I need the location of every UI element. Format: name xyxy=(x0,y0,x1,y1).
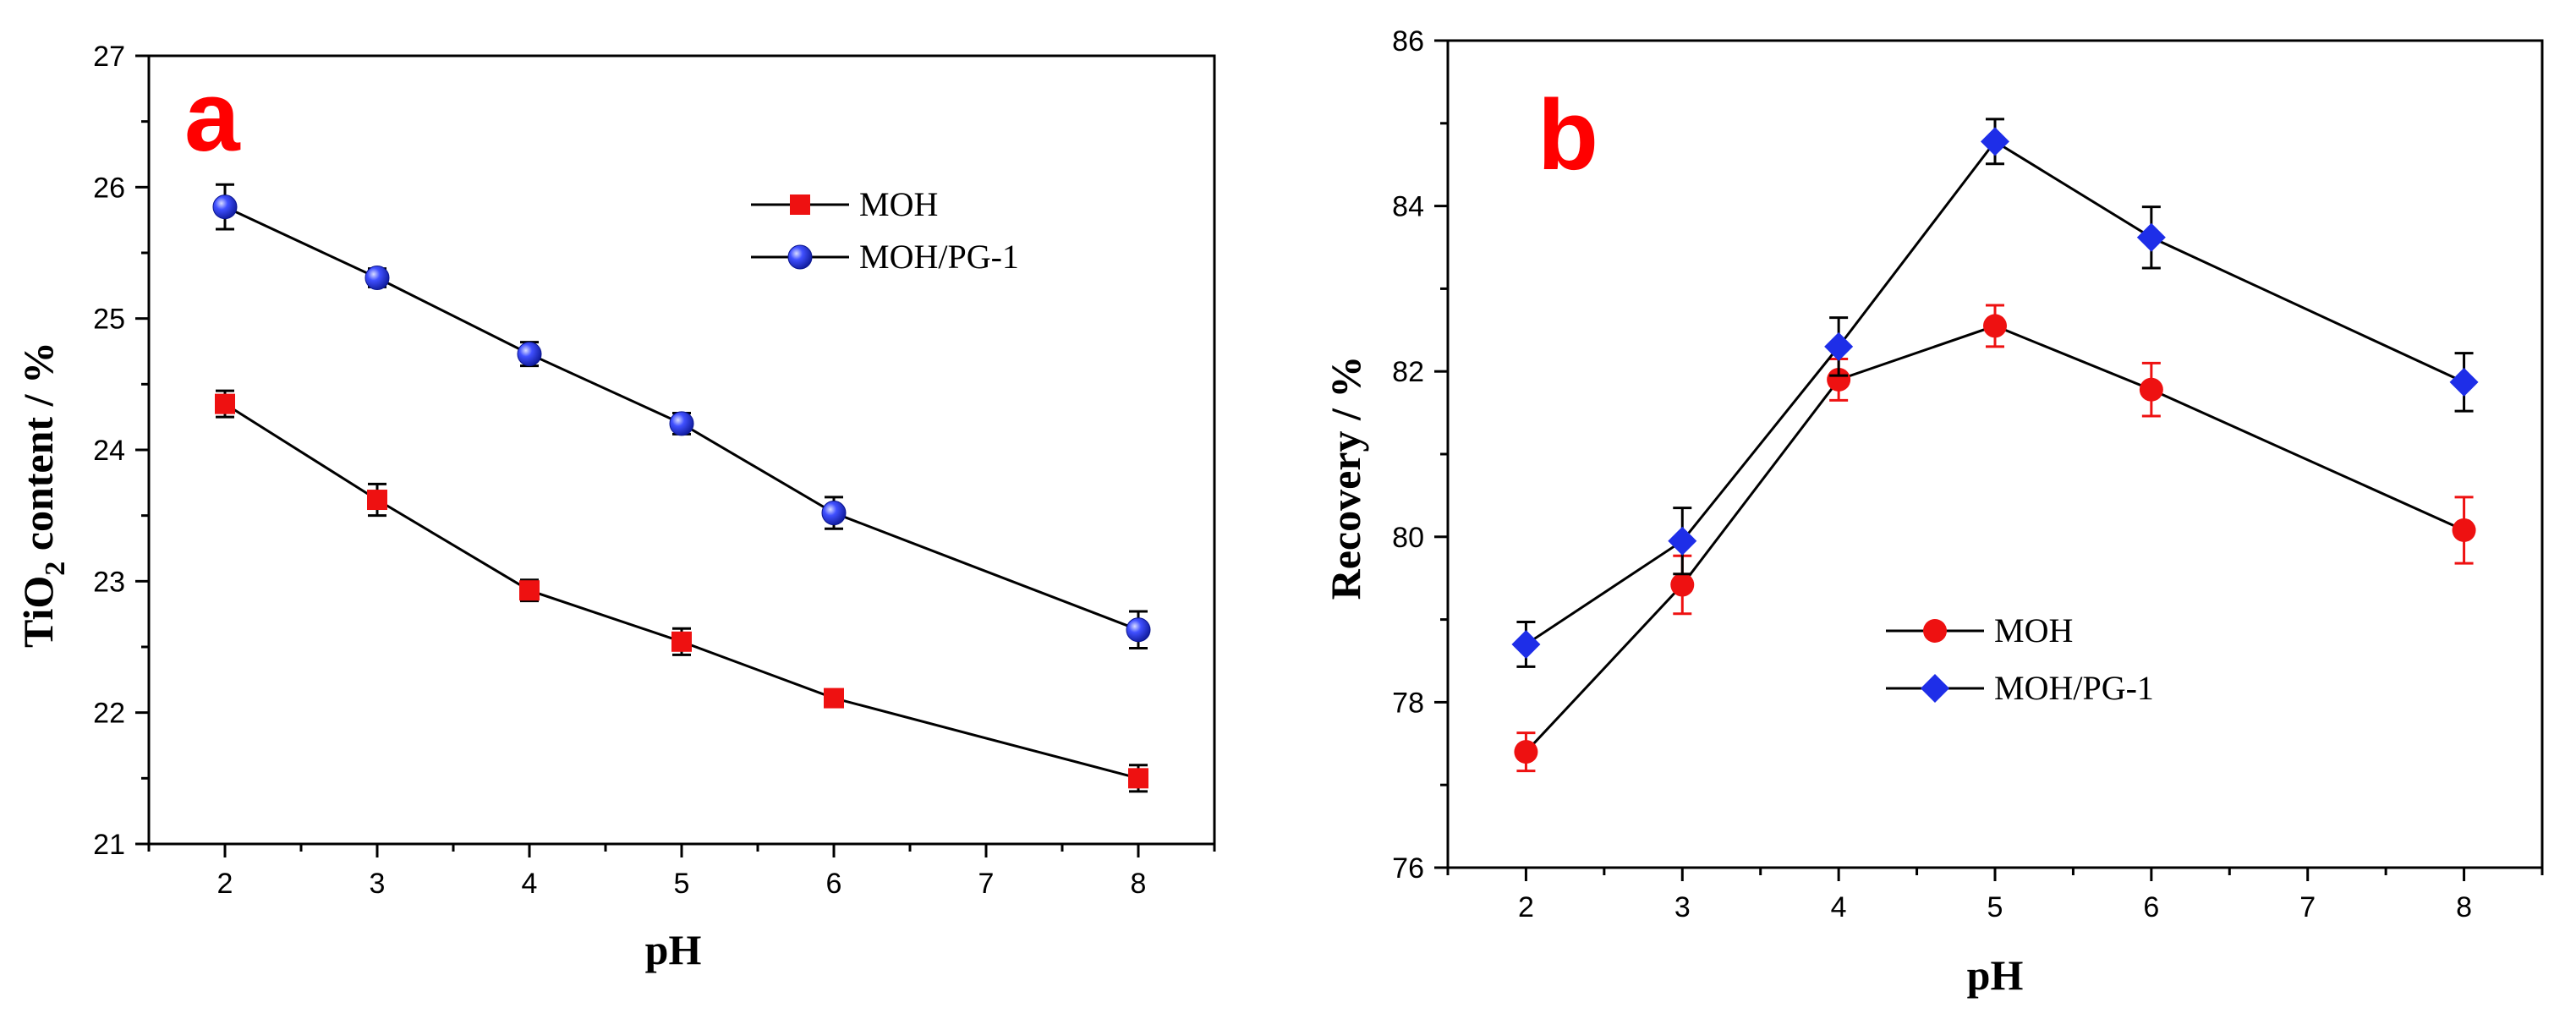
y-tick-label: 76 xyxy=(1392,852,1424,885)
x-tick-label: 5 xyxy=(1987,891,2003,923)
data-point xyxy=(1824,331,1854,361)
y-tick-label: 26 xyxy=(93,172,125,204)
x-tick-label: 7 xyxy=(978,868,995,900)
data-point xyxy=(2136,222,2166,252)
data-point xyxy=(1128,768,1148,789)
data-point xyxy=(1983,314,2007,338)
legend-marker xyxy=(787,244,813,270)
x-tick-label: 2 xyxy=(217,868,233,900)
data-point xyxy=(517,342,542,367)
legend-marker xyxy=(1923,619,1947,643)
data-point xyxy=(1670,573,1695,597)
y-tick-label: 23 xyxy=(93,566,125,598)
x-tick-label: 5 xyxy=(674,868,690,900)
series-moh-pg-1 xyxy=(1511,118,2479,668)
y-tick-label: 80 xyxy=(1392,522,1424,554)
panel-label-b: b xyxy=(1537,79,1598,191)
x-tick-label: 2 xyxy=(1518,891,1534,923)
y-tick-label: 84 xyxy=(1392,191,1424,223)
data-point xyxy=(821,501,847,526)
data-point xyxy=(824,688,844,709)
data-point xyxy=(1511,629,1541,659)
series-line xyxy=(1525,324,2465,753)
legend-entry: MOH/PG-1 xyxy=(751,238,1019,276)
x-tick-label: 7 xyxy=(2299,891,2316,923)
series-moh xyxy=(215,389,1148,793)
legend-label: MOH xyxy=(1994,611,2073,649)
x-tick-label: 8 xyxy=(1131,868,1147,900)
data-point xyxy=(215,393,235,414)
data-point xyxy=(212,194,238,220)
data-point xyxy=(1668,526,1697,556)
y-tick-label: 27 xyxy=(93,41,125,73)
data-point xyxy=(2449,367,2479,397)
data-point xyxy=(1126,617,1151,643)
data-point xyxy=(364,266,390,291)
panel-label-a: a xyxy=(184,61,241,173)
y-tick-label: 86 xyxy=(1392,25,1424,58)
data-point xyxy=(671,631,692,652)
x-tick-label: 4 xyxy=(522,868,538,900)
series-line xyxy=(224,205,1139,632)
x-tick-label: 3 xyxy=(1674,891,1691,923)
panel-b-ylabel: Recovery / % xyxy=(1322,356,1369,600)
panel-a: a pH TiO2 content / % 2 3 4 5 6 7 821222324252… xyxy=(14,41,1216,973)
legend-label: MOH/PG-1 xyxy=(1994,669,2154,707)
y-tick-label: 21 xyxy=(93,829,125,861)
series-line xyxy=(224,403,1139,780)
panel-a-xlabel: pH xyxy=(645,926,702,973)
x-tick-label: 3 xyxy=(370,868,386,900)
legend-marker xyxy=(790,194,810,215)
legend-entry: MOH xyxy=(1886,611,2073,649)
data-point xyxy=(1981,127,2009,156)
data-point xyxy=(1514,740,1538,764)
y-tick-label: 24 xyxy=(93,435,125,467)
legend-marker xyxy=(1921,674,1949,703)
series-moh-pg-1 xyxy=(212,183,1151,650)
data-point xyxy=(1827,367,1851,392)
x-tick-label: 6 xyxy=(2143,891,2159,923)
x-tick-label: 8 xyxy=(2456,891,2472,923)
y-tick-label: 25 xyxy=(93,304,125,336)
series-moh xyxy=(1514,304,2476,773)
x-tick-label: 4 xyxy=(1831,891,1847,923)
x-tick-label: 6 xyxy=(826,868,842,900)
data-point xyxy=(2139,377,2163,402)
legend-label: MOH xyxy=(859,185,938,223)
data-point xyxy=(367,490,387,511)
legend-label: MOH/PG-1 xyxy=(859,238,1019,276)
data-point xyxy=(669,411,694,436)
panel-b-xlabel: pH xyxy=(1967,951,2024,999)
y-tick-label: 82 xyxy=(1392,356,1424,388)
y-tick-label: 78 xyxy=(1392,687,1424,719)
y-tick-label: 22 xyxy=(93,698,125,730)
panel-a-ylabel: TiO2 content / % xyxy=(14,342,71,648)
series-line xyxy=(1525,140,2465,646)
legend-entry: MOH/PG-1 xyxy=(1886,669,2154,707)
legend-entry: MOH xyxy=(751,185,938,223)
plot-frame xyxy=(147,54,1216,846)
panel-b: b pH Recovery / % 2 3 4 5 6 7 8767880828486MOH… xyxy=(1322,25,2544,999)
data-point xyxy=(2452,518,2476,542)
data-point xyxy=(519,580,540,601)
